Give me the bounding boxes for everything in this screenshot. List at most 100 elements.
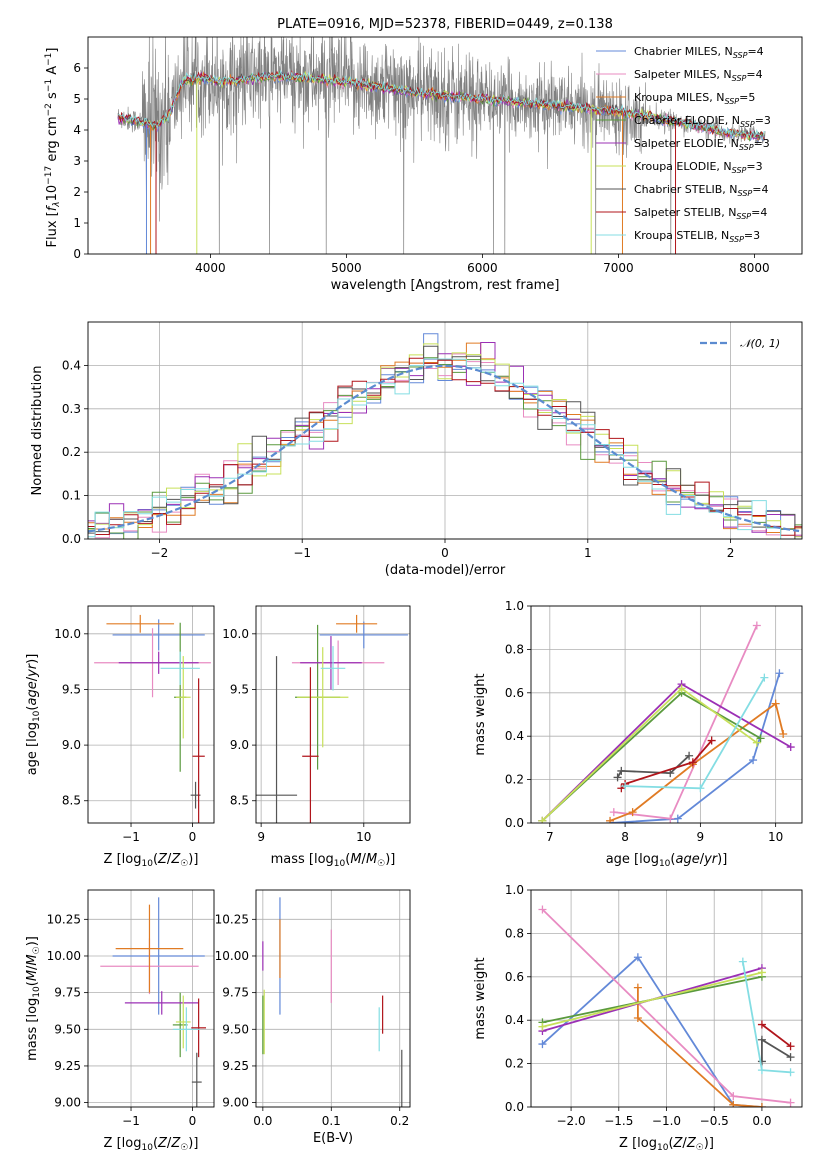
y-tick-label: 9.00 (222, 1096, 249, 1110)
label-part: mass [log (271, 852, 334, 867)
chart-title: PLATE=0916, MJD=52378, FIBERID=0449, z=0… (277, 17, 613, 32)
x-tick-label: −1 (122, 1114, 140, 1128)
plot-area-spectrum (117, 37, 766, 254)
marker-salpeter_miles (666, 814, 675, 823)
plot-area-age_vs_mass (256, 614, 408, 823)
marker-salpeter_miles (752, 621, 761, 630)
normal-curve (88, 364, 800, 533)
axes-frame (530, 889, 803, 1108)
legend-count: =3 (754, 137, 770, 150)
histogram-chabrier_elodie (88, 357, 802, 539)
label-part: ( (25, 981, 40, 986)
legend-entry: Chabrier STELIB, NSSP=4 (634, 183, 768, 198)
x-tick-label: 0.0 (253, 1114, 272, 1128)
plot-area-weight_vs_age (538, 621, 795, 823)
legend-subscript: SSP (732, 74, 747, 83)
y-tick-label: 0.0 (62, 532, 81, 546)
label-part: 10 (32, 710, 42, 722)
axes-frame (255, 605, 411, 824)
label-part: −1 (44, 53, 54, 66)
label-part: M (350, 852, 361, 867)
label-part: age [log (25, 722, 40, 775)
label-part: A (45, 66, 60, 79)
y-tick-label: 0.2 (505, 1057, 524, 1071)
y-tick-label: 9.0 (230, 738, 249, 752)
y-axis-label: Normed distribution (30, 366, 45, 496)
marker-kroupa_elodie (752, 738, 761, 747)
marker-salpeter_stelib (688, 758, 697, 767)
x-tick-label: 10 (768, 830, 783, 844)
legend-entry: Salpeter ELODIE, NSSP=3 (634, 137, 770, 152)
legend-count: =3 (755, 114, 771, 127)
y-tick-label: 0.0 (505, 816, 524, 830)
y-tick-label: 10.00 (47, 949, 81, 963)
series-line-salpeter_stelib (620, 739, 713, 789)
x-axis-label: mass [log10(M/M☉)] (271, 852, 396, 869)
panel-residuals: −2 −1 0 1 2 0.0 0.1 0.2 0.3 0.4 (data-model)/error… (30, 321, 803, 578)
label-part: )] (188, 1136, 198, 1151)
label-part: Z [log (104, 852, 142, 867)
plot-area-mass_vs_EBV (262, 897, 403, 1107)
y-tick-label: 0.2 (62, 445, 81, 459)
legend-label: Kroupa ELODIE, N (634, 160, 732, 173)
x-axis-label: Z [log10(Z/Z☉)] (104, 1136, 199, 1153)
y-tick-label: 2 (73, 185, 81, 199)
label-part: Z (673, 1136, 684, 1151)
x-tick-label: 0.1 (322, 1114, 341, 1128)
legend-count: =4 (747, 45, 763, 58)
y-axis-label: age [log10(age/yr)] (25, 654, 42, 776)
series-line-chabrier_elodie (541, 691, 762, 822)
series-line-chabrier_stelib (616, 755, 690, 778)
legend-entry: Salpeter MILES, NSSP=4 (634, 68, 763, 83)
legend-count: =4 (746, 68, 762, 81)
legend-label: Chabrier MILES, N (634, 45, 733, 58)
legend-label: Chabrier STELIB, N (634, 183, 738, 196)
legend-count: =3 (746, 160, 762, 173)
legend-subscript: SSP (733, 51, 748, 60)
series-line-kroupa_miles (637, 987, 762, 1107)
x-tick-label: −1 (122, 830, 140, 844)
marker-chabrier_miles (538, 1040, 547, 1049)
y-tick-label: 5 (73, 92, 81, 106)
legend-entry: Chabrier ELODIE, NSSP=3 (634, 114, 771, 129)
legend-subscript: SSP (738, 189, 753, 198)
y-tick-label: 0 (73, 247, 81, 261)
label-part: / (362, 852, 367, 867)
axes-frame (87, 36, 803, 255)
marker-chabrier_stelib (757, 1035, 766, 1044)
x-tick-label: 0.2 (390, 1114, 409, 1128)
legend-entry: Kroupa STELIB, NSSP=3 (634, 229, 760, 244)
label-part: yr (703, 852, 719, 867)
marker-kroupa_stelib (738, 957, 747, 966)
plot-area-weight_vs_Z (538, 905, 795, 1107)
y-tick-label: 4 (73, 123, 81, 137)
x-tick-label: 8 (621, 830, 629, 844)
label-part: age (675, 852, 699, 867)
marker-chabrier_stelib (685, 751, 694, 760)
label-part: )] (25, 936, 40, 946)
label-part: M (25, 970, 40, 981)
plot-area-residuals (88, 333, 802, 539)
model-line-kroupa_stelib (117, 69, 765, 141)
x-tick-label: 7000 (603, 261, 634, 275)
marker-kroupa_elodie (757, 968, 766, 977)
histogram-kroupa_stelib (88, 358, 802, 539)
y-tick-label: 0.3 (62, 402, 81, 416)
marker-chabrier_miles (749, 756, 758, 765)
y-tick-label: 10.00 (215, 949, 249, 963)
legend-count: =5 (739, 91, 755, 104)
marker-chabrier_stelib (613, 773, 622, 782)
label-part: Flux [ (45, 211, 60, 247)
label-part: Z [log (104, 1136, 142, 1151)
legend-label: Salpeter STELIB, N (634, 206, 736, 219)
label-part: −2 (44, 103, 54, 116)
histogram-salpeter_elodie (88, 342, 802, 537)
marker-salpeter_miles (786, 1098, 795, 1107)
y-tick-label: 0.1 (62, 489, 81, 503)
x-axis-label: E(B-V) (313, 1131, 353, 1146)
marker-kroupa_miles (779, 730, 788, 739)
legend-count: =4 (752, 183, 768, 196)
y-tick-label: 0.6 (505, 686, 524, 700)
